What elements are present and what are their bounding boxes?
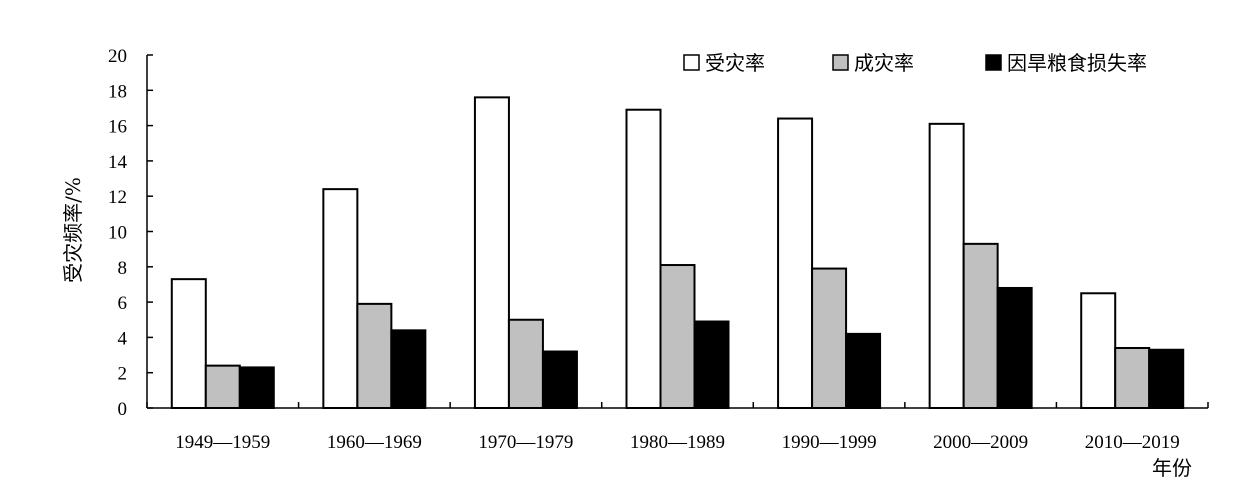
legend-swatch (985, 54, 1002, 71)
legend-label: 因旱粮食损失率 (1007, 51, 1147, 75)
bar (473, 96, 510, 410)
bar (1114, 346, 1151, 409)
y-tick-label: 20 (108, 46, 127, 67)
x-tick-label: 2000—2009 (933, 432, 1028, 453)
y-tick-label: 6 (118, 293, 128, 314)
x-tick-label: 1980—1989 (630, 432, 725, 453)
bar (170, 278, 207, 409)
y-tick-label: 10 (108, 223, 127, 244)
bar (390, 329, 427, 409)
legend-label: 受灾率 (705, 51, 765, 75)
x-tick-label: 1970—1979 (478, 432, 573, 453)
bar (962, 242, 999, 409)
bar (1148, 348, 1185, 410)
x-tick-label: 1960—1969 (327, 432, 422, 453)
chart-bars (170, 96, 1185, 410)
chart-legend: 受灾率 成灾率 因旱粮食损失率 (683, 51, 1147, 75)
bar (659, 264, 696, 409)
y-tick-label: 8 (118, 258, 128, 279)
x-tick-label: 1990—1999 (782, 432, 877, 453)
chart-axes: 0 2 4 6 8 10 12 14 16 18 20 1949—1959 1960—1969 1970—… (108, 46, 1209, 453)
bar (238, 366, 275, 409)
bar (507, 318, 544, 409)
legend-label: 成灾率 (854, 51, 914, 75)
bar (777, 117, 814, 409)
y-tick-label: 18 (108, 81, 127, 102)
x-tick-label: 2010—2019 (1085, 432, 1180, 453)
bar (928, 122, 965, 410)
bar (541, 350, 578, 409)
bar (356, 302, 393, 409)
bar (625, 108, 662, 409)
x-axis-title: 年份 (1152, 456, 1192, 480)
y-tick-label: 16 (108, 117, 127, 138)
bar (322, 188, 359, 409)
x-tick-label: 1949—1959 (175, 432, 270, 453)
bar (811, 267, 848, 409)
y-axis-title: 受灾频率/% (61, 177, 85, 283)
bar (693, 320, 730, 410)
y-tick-label: 4 (118, 328, 128, 349)
y-tick-label: 12 (108, 187, 127, 208)
bar (1080, 292, 1117, 409)
y-tick-label: 0 (118, 399, 128, 420)
legend-swatch (832, 54, 849, 71)
bar (996, 286, 1033, 410)
bar (845, 332, 882, 409)
bar (204, 364, 241, 410)
legend-swatch (683, 54, 700, 71)
y-tick-label: 14 (108, 152, 128, 173)
y-tick-label: 2 (118, 364, 128, 385)
